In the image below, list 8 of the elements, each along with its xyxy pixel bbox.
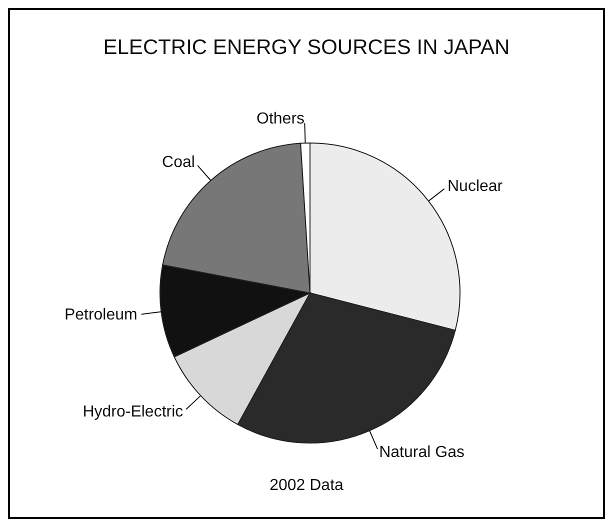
slice-label: Coal [162, 154, 195, 171]
chart-title: ELECTRIC ENERGY SOURCES IN JAPAN [102, 36, 511, 60]
slice-label: Hydro-Electric [82, 404, 184, 421]
slice-label: Natural Gas [379, 444, 464, 462]
slice-label: Nuclear [447, 178, 504, 195]
text: 2002 Data [268, 477, 344, 495]
slice-label: Others [256, 110, 305, 128]
slice-label: Petroleum [64, 306, 138, 324]
